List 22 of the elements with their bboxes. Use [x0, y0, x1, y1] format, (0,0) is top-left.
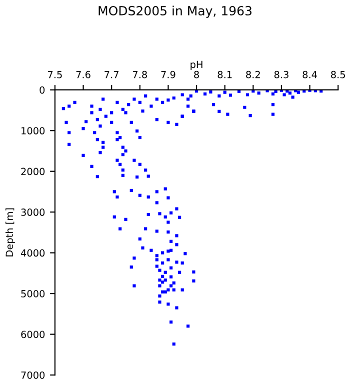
x-tick-label: 8.1: [218, 70, 232, 78]
x-tick-label: 7.9: [161, 70, 176, 78]
y-tick-label: 3000: [21, 208, 45, 216]
x-tick-label: 8.3: [274, 70, 288, 78]
y-tick-label: 2000: [21, 168, 45, 176]
y-tick-label: 7000: [21, 371, 45, 379]
x-tick-label: 7.6: [76, 70, 90, 78]
y-tick-label: 1000: [22, 127, 45, 134]
x-tick-label: 8.4: [302, 70, 317, 78]
x-axis-title: pH: [190, 60, 202, 70]
y-axis-title: Depth [m]: [6, 208, 15, 256]
y-tick-label: 6000: [21, 330, 45, 338]
y-tick-label: 5000: [21, 290, 45, 298]
x-tick-label: 7.7: [104, 71, 118, 78]
x-tick-label: 8.5: [331, 70, 345, 78]
x-tick-label: 7.8: [132, 70, 147, 78]
chart-title: MODS2005 in May, 1963: [98, 6, 252, 18]
y-tick-label: 0: [40, 86, 45, 94]
x-tick-label: 8.2: [246, 70, 260, 78]
x-tick-label: 8: [194, 70, 199, 78]
x-tick-label: 7.5: [48, 71, 62, 78]
y-tick-label: 4000: [20, 249, 45, 257]
